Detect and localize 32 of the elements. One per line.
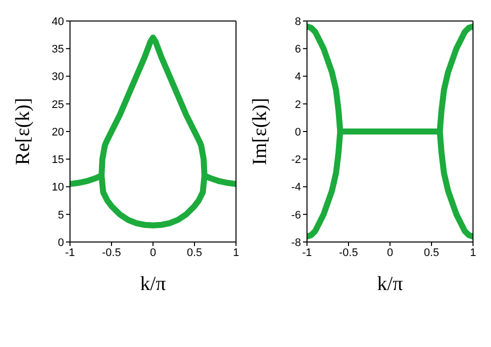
y-tick-label: 35 (52, 44, 64, 56)
x-tick-label: 0.5 (186, 246, 202, 259)
y-tick-label: 25 (52, 98, 64, 111)
y-tick-label: 4 (294, 71, 301, 84)
x-tick-label: -0.5 (102, 246, 121, 259)
y-tick-label: 5 (58, 209, 64, 222)
x-tick-label: -1 (65, 246, 75, 259)
x-tick-label: 1 (470, 246, 476, 259)
x-tick-label: -0.5 (339, 246, 358, 259)
y-tick-label: 6 (294, 44, 301, 56)
y-tick-label: 40 (52, 16, 64, 28)
x-axis-title: k/π (377, 273, 403, 295)
y-tick-label: 15 (52, 154, 64, 166)
y-axis-title: Re[ε(k)] (12, 98, 34, 166)
x-tick-label: -1 (302, 246, 312, 259)
y-tick-label: -4 (291, 182, 301, 194)
y-tick-label: 10 (52, 182, 64, 194)
y-tick-label: -2 (291, 154, 301, 166)
y-tick-label: 30 (52, 71, 64, 84)
y-axis-title: Im[ε(k)] (249, 98, 272, 166)
y-tick-label: 20 (52, 126, 64, 138)
y-tick-label: 2 (294, 98, 301, 111)
x-tick-label: 0 (386, 246, 394, 259)
y-tick-label: -8 (291, 236, 301, 249)
y-tick-label: 0 (294, 126, 301, 138)
y-tick-label: 8 (294, 16, 301, 28)
y-tick-label: -6 (291, 209, 301, 222)
x-axis-title: k/π (140, 273, 166, 295)
y-tick-label: 0 (58, 236, 64, 249)
x-tick-label: 1 (232, 246, 240, 259)
x-tick-label: 0 (150, 246, 156, 259)
x-tick-label: 0.5 (424, 246, 440, 259)
